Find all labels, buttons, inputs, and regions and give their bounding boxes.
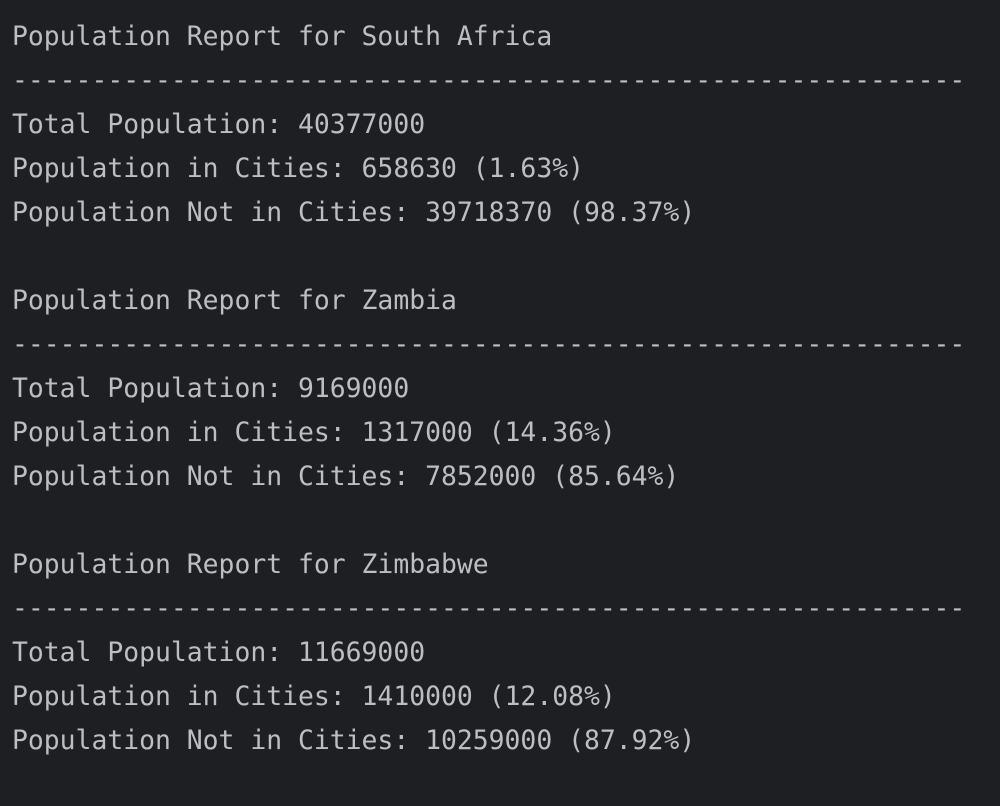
report-line: Population Not in Cities: 10259000 (87.9… xyxy=(12,725,696,756)
report-line: Population Not in Cities: 7852000 (85.64… xyxy=(12,461,680,492)
report-block: Population Report for Zimbabwe ----------… xyxy=(12,543,1000,763)
separator: ----------------------------------------… xyxy=(12,593,966,624)
report-block: Population Report for South Africa ------… xyxy=(12,15,1000,235)
report-title: Population Report for Zimbabwe xyxy=(12,549,489,580)
report-title: Population Report for Zambia xyxy=(12,285,457,316)
report-line: Total Population: 9169000 xyxy=(12,373,410,404)
report-line: Total Population: 11669000 xyxy=(12,637,426,668)
separator: ----------------------------------------… xyxy=(12,329,966,360)
report-line: Population in Cities: 1317000 (14.36%) xyxy=(12,417,616,448)
report-line: Population in Cities: 1410000 (12.08%) xyxy=(12,681,616,712)
separator: ----------------------------------------… xyxy=(12,65,966,96)
report-title: Population Report for South Africa xyxy=(12,21,553,52)
report-line: Population Not in Cities: 39718370 (98.3… xyxy=(12,197,696,228)
report-line: Total Population: 40377000 xyxy=(12,109,426,140)
report-line: Population in Cities: 658630 (1.63%) xyxy=(12,153,584,184)
report-block: Population Report for Zambia ------------… xyxy=(12,279,1000,499)
